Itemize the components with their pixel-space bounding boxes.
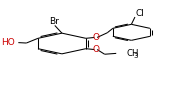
Text: CH: CH xyxy=(126,49,139,58)
Text: 3: 3 xyxy=(134,53,138,59)
Text: HO: HO xyxy=(1,38,15,47)
Text: Br: Br xyxy=(49,17,59,26)
Text: O: O xyxy=(92,45,99,54)
Text: O: O xyxy=(92,33,99,42)
Text: Cl: Cl xyxy=(136,9,145,18)
